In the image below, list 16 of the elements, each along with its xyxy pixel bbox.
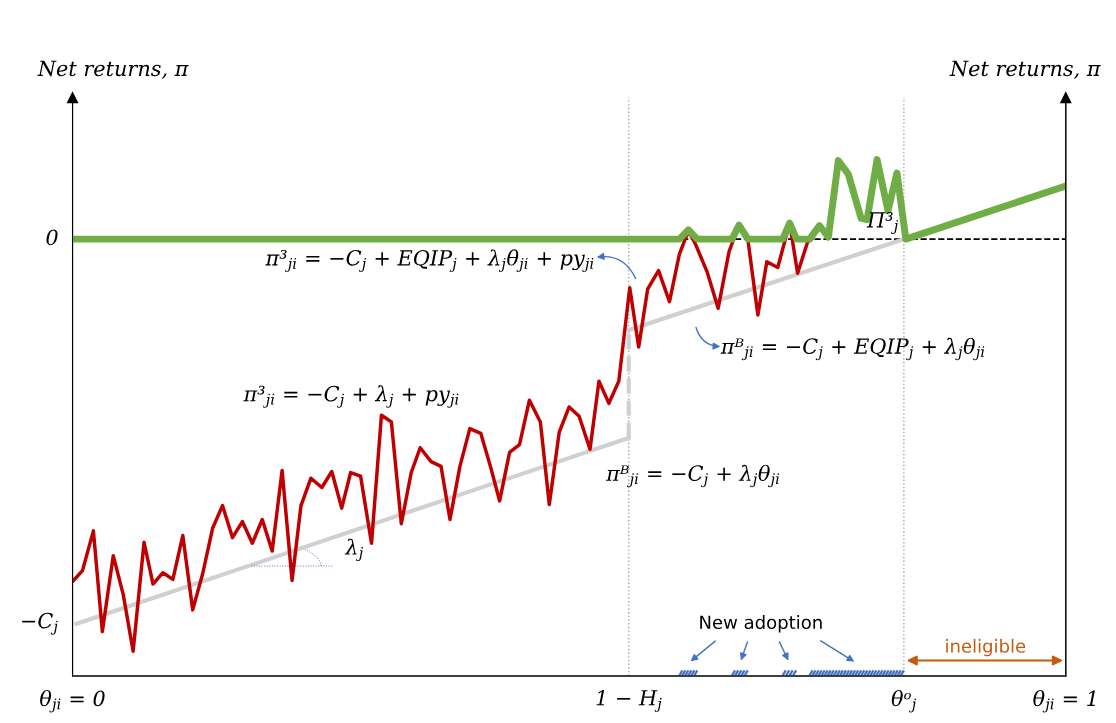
annotation: λ$_{j}$ — [344, 538, 364, 562]
annotation: Π³$_{j}$ — [866, 211, 899, 234]
y2-axis-title: Net returns, π — [949, 60, 1101, 79]
annotation: ineligible — [946, 638, 1026, 657]
annotation: π³$_{ji}$ = −C$_{j}$ + λ$_{j}$ + py$_{ji}$ — [243, 385, 459, 408]
annotation: New adoption — [700, 615, 822, 633]
x-tick-label: 1 − H$_{j}$ — [596, 689, 662, 712]
y-axis-title: Net returns, π — [37, 60, 189, 79]
annotation: 0 — [46, 229, 58, 246]
annotation: πᴮ$_{ji}$ = −C$_{j}$ + λ$_{j}$θ$_{ji}$ — [605, 464, 780, 488]
x-tick-label: θᵒ$_{j}$ — [891, 689, 917, 713]
text: π³$_{ji}$ = −C$_{j}$ + EQIP$_{j}$ + λ$_{j}$θ$_{ji}$ + py$_{ji}$ — [265, 249, 594, 272]
x-tick-label: θ$_{ji}$ = 1 — [1033, 689, 1095, 713]
x-tick-label: θ$_{ji}$ = 0 — [40, 689, 105, 713]
annotation: −C$_{j}$ — [22, 612, 58, 635]
text: πᴮ$_{ji}$ = −C$_{j}$ + EQIP$_{j}$ + λ$_{j}$θ$_{ji}$ — [720, 337, 985, 361]
